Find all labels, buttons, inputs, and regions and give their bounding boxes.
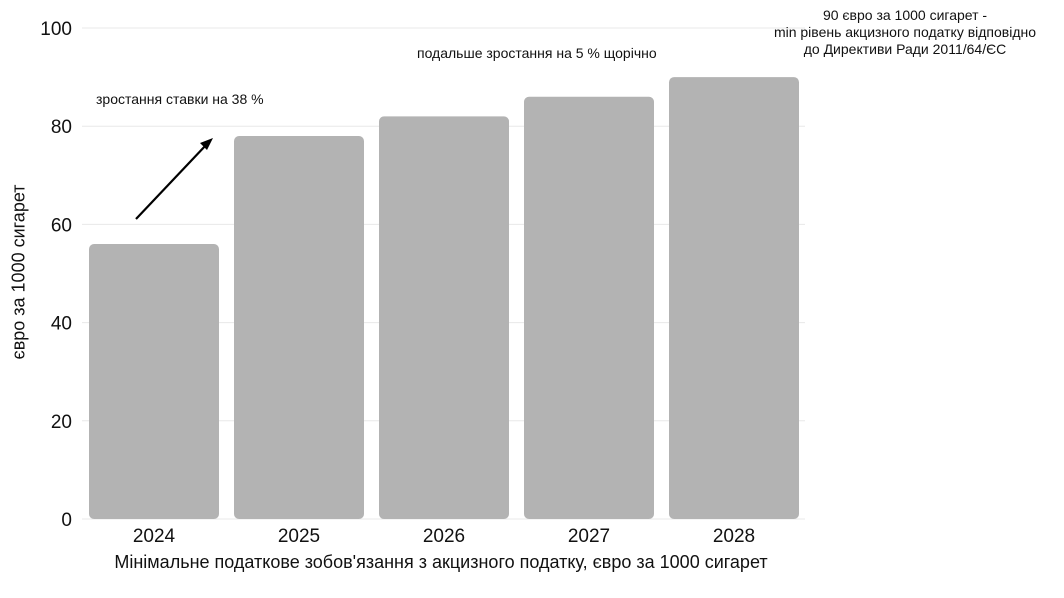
bar-2025 — [234, 136, 364, 519]
y-tick-label: 60 — [51, 215, 72, 236]
x-tick-label: 2025 — [278, 526, 320, 547]
growth-arrow — [135, 138, 213, 220]
bar-2024 — [89, 244, 219, 520]
bars — [89, 77, 799, 520]
x-axis-title: Мінімальне податкове зобов'язання з акци… — [114, 552, 768, 572]
annotation-eu-minimum-line1: 90 євро за 1000 сигарет - — [822, 7, 988, 23]
bar-2026 — [379, 116, 509, 519]
x-tick-label: 2027 — [568, 526, 610, 547]
y-tick-label: 80 — [51, 117, 72, 138]
x-tick-label: 2026 — [423, 526, 465, 547]
x-tick-labels: 2024 2025 2026 2027 2028 — [133, 526, 755, 547]
x-tick-label: 2028 — [713, 526, 755, 547]
bar-2027 — [524, 96, 654, 520]
annotation-growth-5: подальше зростання на 5 % щорічно — [417, 45, 657, 61]
x-tick-label: 2024 — [133, 526, 176, 547]
annotation-eu-minimum: 90 євро за 1000 сигарет - min рівень акц… — [750, 7, 1060, 58]
annotation-eu-minimum-line3: до Директиви Ради 2011/64/ЄС — [803, 41, 1007, 57]
annotation-eu-minimum-line2: min рівень акцизного податку відповідно — [773, 24, 1037, 40]
y-tick-label: 0 — [61, 510, 72, 531]
y-tick-label: 100 — [40, 19, 72, 40]
bar-2028 — [669, 77, 799, 519]
y-tick-labels: 0 20 40 60 80 100 — [40, 19, 72, 531]
annotation-growth-38: зростання ставки на 38 % — [96, 91, 264, 107]
y-tick-label: 40 — [51, 314, 72, 335]
y-axis-title: євро за 1000 сигарет — [8, 184, 29, 360]
y-tick-label: 20 — [51, 412, 72, 433]
